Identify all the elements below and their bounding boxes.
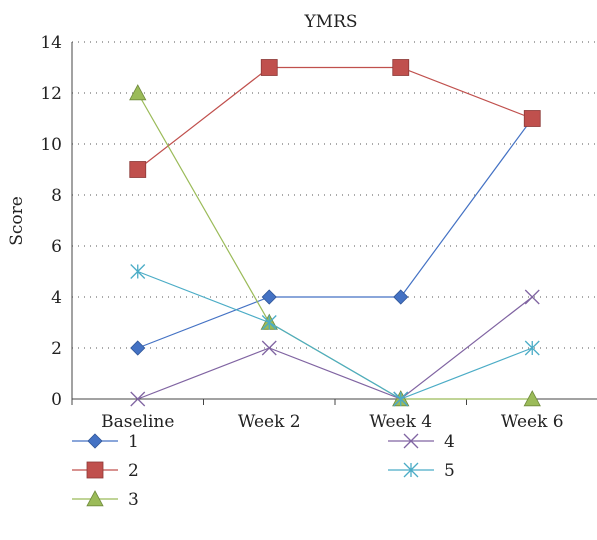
series-5: [130, 264, 540, 407]
legend-item-3: 3: [72, 490, 139, 510]
gridlines: [72, 41, 597, 349]
legend: 1 2 3 4 5: [72, 432, 455, 510]
series-2: [129, 59, 541, 178]
legend-item-1: 1: [72, 432, 139, 452]
series-1: [130, 110, 540, 356]
data-point: [260, 59, 278, 76]
x-tick-label: Week 4: [369, 412, 432, 432]
series-layer: [129, 59, 541, 407]
y-tick-label: 2: [51, 339, 62, 359]
data-point: [261, 340, 277, 356]
y-tick-label: 12: [40, 84, 62, 104]
series-line: [137, 118, 533, 349]
x-tick-label: Week 6: [501, 412, 564, 432]
chart-title: YMRS: [303, 12, 357, 32]
data-point: [129, 161, 147, 178]
data-point: [130, 340, 146, 356]
y-tick-label: 0: [51, 390, 62, 410]
axes: 0 2 4 6 8 10 12 14 Baseline Week 2 Week 4 Week 6: [40, 33, 597, 432]
y-tick-label: 4: [51, 288, 62, 308]
series-line: [137, 296, 533, 400]
data-point: [524, 289, 540, 305]
legend-label: 2: [128, 461, 139, 481]
x-tick-label: Baseline: [101, 412, 174, 432]
legend-label: 4: [444, 432, 455, 452]
y-tick-label: 6: [51, 237, 62, 257]
x-tick-label: Week 2: [238, 412, 301, 432]
data-point: [393, 289, 409, 305]
data-point: [129, 84, 147, 101]
legend-marker: [86, 461, 104, 479]
data-point: [261, 289, 277, 305]
data-point: [523, 390, 541, 407]
data-point: [523, 110, 541, 127]
series-3: [129, 84, 541, 407]
legend-item-4: 4: [388, 432, 455, 452]
data-point: [393, 391, 409, 407]
legend-item-5: 5: [388, 461, 455, 481]
legend-marker: [86, 490, 104, 507]
y-tick-label: 8: [51, 186, 62, 206]
data-point: [130, 391, 146, 407]
legend-item-2: 2: [72, 461, 139, 481]
legend-label: 3: [128, 490, 139, 510]
series-line: [137, 66, 533, 170]
legend-marker: [87, 433, 103, 449]
series-line: [137, 92, 533, 400]
legend-label: 1: [128, 432, 139, 452]
legend-marker: [403, 462, 419, 478]
legend-marker: [403, 433, 419, 449]
y-tick-label: 10: [40, 135, 62, 155]
data-point: [392, 59, 410, 76]
y-tick-label: 14: [40, 33, 62, 53]
data-point: [524, 340, 540, 356]
y-axis-label: Score: [7, 196, 27, 246]
data-point: [130, 264, 146, 279]
legend-label: 5: [444, 461, 455, 481]
data-point: [261, 315, 277, 330]
series-line: [137, 270, 533, 400]
